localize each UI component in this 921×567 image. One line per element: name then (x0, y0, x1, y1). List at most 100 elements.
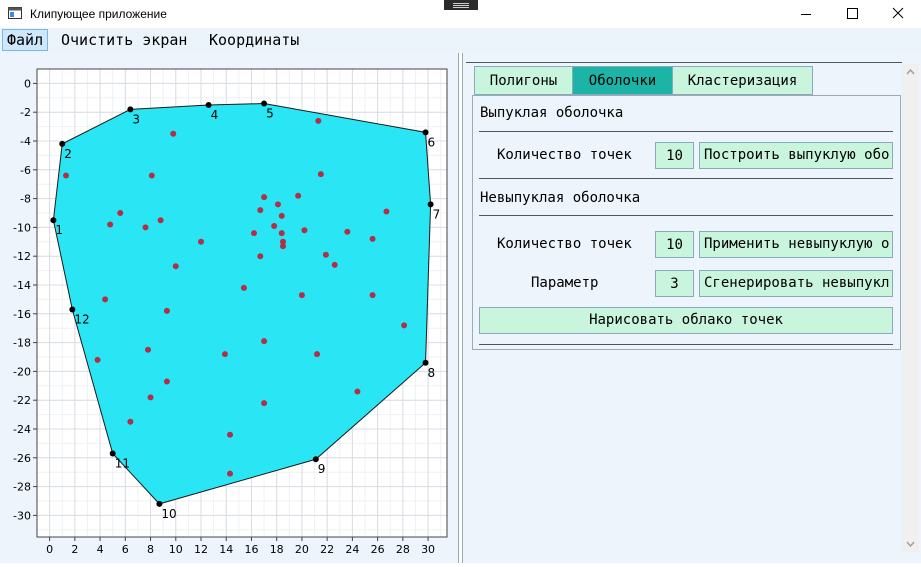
hull-vertex (50, 217, 57, 224)
cloud-point (172, 263, 179, 270)
pane-splitter[interactable] (458, 53, 463, 563)
cloud-point (227, 431, 234, 438)
x-tick-label: 20 (295, 543, 309, 556)
cloud-point (163, 307, 170, 314)
divider (479, 131, 893, 132)
x-tick-label: 18 (270, 543, 284, 556)
y-tick-label: -22 (13, 394, 31, 407)
cloud-point (221, 351, 228, 358)
hull-vertex-label: 6 (428, 135, 436, 149)
convex-count-label: Количество точек (497, 147, 632, 163)
convex-count-input[interactable]: 10 (655, 142, 694, 169)
cloud-point (274, 201, 281, 208)
vertical-scrollbar[interactable] (902, 64, 919, 552)
x-tick-label: 8 (147, 543, 154, 556)
minimize-button[interactable] (783, 0, 829, 28)
hull-vertex (312, 456, 319, 463)
y-tick-label: -12 (13, 250, 31, 263)
draw-point-cloud-button[interactable]: Нарисовать облако точек (479, 307, 893, 334)
hull-vertex (261, 100, 268, 107)
cloud-point (354, 388, 361, 395)
hull-vertex-label: 5 (266, 107, 274, 121)
parameter-label: Параметр (531, 275, 599, 291)
y-tick-label: -2 (20, 106, 31, 119)
cloud-point (261, 194, 268, 201)
y-tick-label: -26 (13, 452, 31, 465)
apply-concave-hull-button[interactable]: Применить невыпуклую о (699, 231, 893, 258)
cloud-point (295, 192, 302, 199)
hull-vertex-label: 3 (132, 112, 140, 126)
cloud-point (227, 470, 234, 477)
top-divider (466, 62, 902, 63)
cloud-point (147, 394, 154, 401)
menu-file[interactable]: Файл (2, 29, 49, 51)
close-button[interactable] (875, 0, 921, 28)
cloud-point (280, 238, 286, 245)
cloud-point (331, 261, 338, 268)
cloud-point (383, 208, 390, 215)
cloud-point (257, 207, 264, 214)
hull-vertex-label: 9 (318, 462, 326, 476)
cloud-point (315, 117, 322, 124)
cloud-point (369, 235, 376, 242)
hull-vertex-label: 2 (64, 147, 72, 161)
x-tick-label: 24 (345, 543, 359, 556)
cloud-point (163, 378, 170, 385)
tab-hulls[interactable]: Оболочки (572, 66, 673, 95)
hull-vertex-label: 10 (161, 507, 176, 521)
x-tick-label: 12 (194, 543, 208, 556)
y-tick-label: -16 (13, 308, 31, 321)
hull-vertex (69, 306, 76, 313)
cloud-point (271, 222, 278, 229)
drag-grip-icon[interactable] (444, 0, 478, 10)
menu-coordinates[interactable]: Координаты (209, 31, 300, 49)
x-tick-label: 14 (219, 543, 233, 556)
cloud-point (261, 400, 268, 407)
x-tick-label: 10 (169, 543, 183, 556)
generate-concave-hull-button[interactable]: Сгенерировать невыпукл (699, 270, 893, 297)
cloud-point (280, 243, 286, 250)
y-tick-label: -10 (13, 221, 31, 234)
divider (479, 178, 893, 179)
parameter-input[interactable]: 3 (655, 270, 694, 297)
tab-clustering[interactable]: Кластеризация (672, 66, 813, 95)
hull-vertex-label: 7 (433, 207, 441, 221)
hull-vertex (59, 140, 66, 147)
cloud-point (94, 356, 101, 363)
cloud-point (278, 230, 285, 237)
hull-vertex (205, 102, 212, 108)
x-tick-label: 0 (46, 543, 53, 556)
x-tick-label: 4 (97, 543, 104, 556)
tab-polygons[interactable]: Полигоны (474, 66, 573, 95)
hull-vertex-label: 4 (211, 108, 219, 122)
concave-count-input[interactable]: 10 (655, 231, 694, 258)
cloud-point (301, 227, 308, 234)
minimize-icon (801, 14, 811, 15)
x-tick-label: 28 (396, 543, 410, 556)
x-tick-label: 30 (421, 543, 435, 556)
cloud-point (102, 296, 109, 303)
cloud-point (107, 221, 114, 228)
cloud-point (145, 346, 152, 353)
maximize-button[interactable] (829, 0, 875, 28)
hull-vertex (156, 500, 163, 507)
plot-frame (36, 68, 448, 538)
hull-vertex (427, 201, 434, 208)
y-tick-label: 0 (24, 77, 31, 90)
app-icon (8, 7, 22, 19)
scroll-down-icon (906, 541, 915, 548)
cloud-point (250, 230, 257, 237)
cloud-point (261, 338, 268, 345)
build-convex-hull-button[interactable]: Построить выпуклую обо (699, 142, 893, 169)
cloud-point (257, 253, 264, 260)
y-tick-label: -14 (13, 279, 31, 292)
hull-plot[interactable]: 0 2 4 6 8 10 12 14 16 18 20 22 24 26 28 300-2-4-6-8-10-… (0, 53, 458, 563)
maximize-icon (847, 8, 858, 19)
menu-clear-screen[interactable]: Очистить экран (61, 31, 188, 49)
hull-vertex (109, 450, 116, 457)
cloud-point (170, 130, 177, 137)
x-tick-label: 26 (371, 543, 385, 556)
y-tick-label: -24 (13, 423, 31, 436)
scroll-up-icon (906, 68, 915, 75)
x-tick-label: 2 (71, 543, 78, 556)
